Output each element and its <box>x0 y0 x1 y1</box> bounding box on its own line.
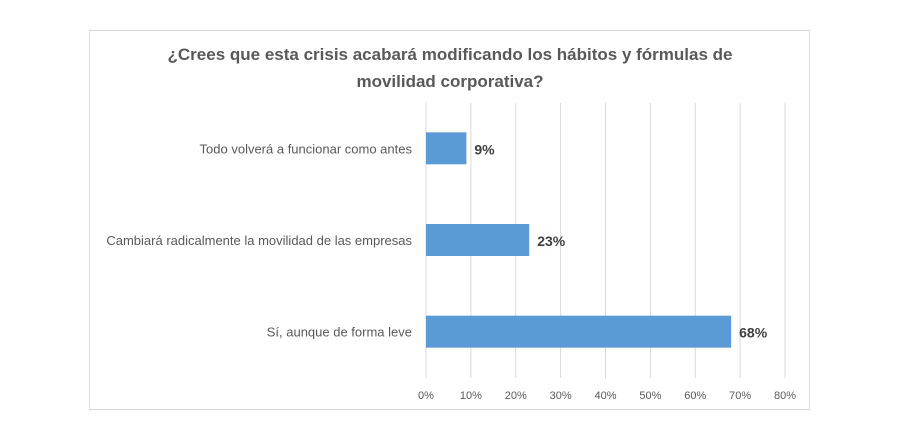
bar <box>426 224 530 256</box>
category-label: Cambiará radicalmente la movilidad de la… <box>106 233 412 248</box>
data-label: 9% <box>474 141 495 157</box>
x-tick-label: 70% <box>729 390 751 402</box>
category-label: Sí, aunque de forma leve <box>267 325 412 340</box>
x-tick-label: 60% <box>684 390 706 402</box>
data-label: 23% <box>537 233 566 249</box>
data-label: 68% <box>739 325 768 341</box>
chart-title-line-1: ¿Crees que esta crisis acabará modifican… <box>168 45 733 64</box>
bar <box>426 315 732 348</box>
chart-title-line-2: movilidad corporativa? <box>356 72 543 91</box>
x-tick-label: 80% <box>774 390 796 402</box>
bar <box>426 132 467 165</box>
x-tick-label: 40% <box>594 390 616 402</box>
x-tick-label: 30% <box>550 390 572 402</box>
x-tick-label: 0% <box>418 390 434 402</box>
x-tick-label: 20% <box>505 390 527 402</box>
x-tick-label: 50% <box>639 390 661 402</box>
x-tick-label: 10% <box>460 390 482 402</box>
category-label: Todo volverá a funcionar como antes <box>200 141 413 156</box>
